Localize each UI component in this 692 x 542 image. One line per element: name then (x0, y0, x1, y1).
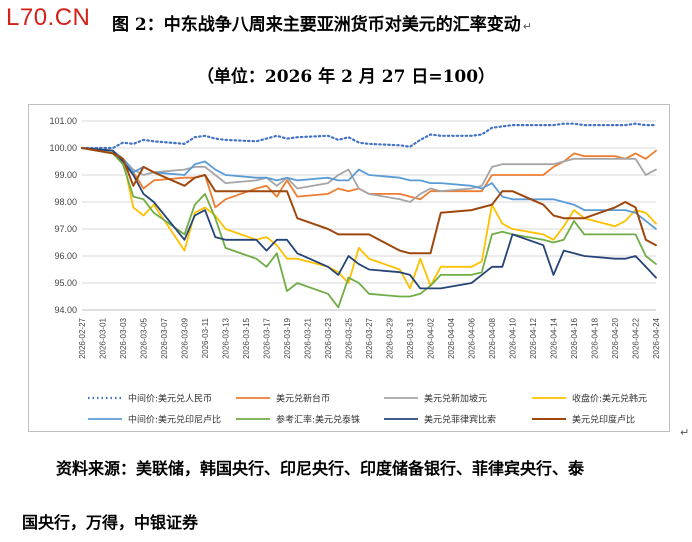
x-tick-label: 2026-03-01 (99, 317, 108, 358)
x-tick-label: 2026-03-09 (181, 317, 190, 358)
legend-label: 美元兑新加坡元 (424, 393, 487, 405)
legend-label: 中间价:美元兑人民币 (128, 393, 212, 405)
x-tick-label: 2026-03-21 (304, 317, 313, 358)
y-tick-label: 96.00 (54, 251, 77, 261)
x-tick-label: 2026-03-05 (140, 317, 149, 358)
chart-border (28, 104, 670, 432)
x-tick-label: 2026-04-12 (529, 317, 538, 358)
x-tick-label: 2026-03-07 (160, 317, 169, 358)
x-tick-label: 2026-03-03 (119, 317, 128, 358)
legend-label: 美元兑菲律宾比索 (424, 414, 496, 426)
y-tick-label: 97.00 (54, 224, 77, 234)
y-axis: 94.00 95.00 96.00 97.00 98.00 99.00 100.00 101.… (49, 116, 77, 315)
fx-line-chart: 94.00 95.00 96.00 97.00 98.00 99.00 100.00 101.… (28, 104, 670, 432)
x-tick-label: 2026-04-14 (550, 317, 559, 358)
x-tick-label: 2026-03-13 (222, 317, 231, 358)
legend-label: 中间价:美元兑印尼卢比 (128, 414, 221, 426)
figure-subtitle: （单位：2026 年 2 月 27 日=100） (196, 67, 496, 87)
y-tick-label: 95.00 (54, 278, 77, 288)
x-tick-label: 2026-04-10 (509, 317, 518, 358)
x-tick-label: 2026-04-08 (488, 317, 497, 358)
site-logo: L70.CN (6, 4, 91, 31)
series-line (81, 147, 657, 309)
x-tick-label: 2026-03-25 (345, 317, 354, 358)
x-tick-label: 2026-04-24 (652, 317, 661, 358)
x-tick-label: 2026-03-17 (263, 317, 272, 358)
y-tick-label: 98.00 (54, 197, 77, 207)
x-axis: 2026-02-27 2026-03-01 2026-03-03 2026-03-05… (78, 309, 661, 359)
legend-label: 收盘价:美元兑韩元 (572, 393, 647, 405)
legend: 中间价:美元兑人民币 美元兑新台币 美元兑新加坡元 收盘价:美元兑韩元中间价:美元兑印… (88, 393, 647, 426)
x-tick-label: 2026-04-22 (632, 317, 641, 358)
x-tick-label: 2026-03-31 (406, 317, 415, 358)
source-line-1: 资料来源：美联储，韩国央行、印尼央行、印度储备银行、菲律宾央行、泰 (56, 459, 585, 478)
x-tick-label: 2026-03-11 (201, 317, 210, 358)
figure-title: 图 2：中东战争八周来主要亚洲货币对美元的汇率变动 ↵ (112, 10, 532, 35)
x-tick-label: 2026-04-02 (427, 317, 436, 358)
legend-label: 参考汇率:美元兑泰铢 (276, 414, 360, 426)
paragraph-mark-icon: ↵ (522, 20, 532, 33)
x-tick-label: 2026-03-29 (386, 317, 395, 358)
legend-label: 美元兑印度卢比 (572, 414, 635, 426)
x-tick-label: 2026-02-27 (78, 317, 87, 358)
series-lines (80, 122, 658, 309)
y-tick-label: 100.00 (49, 143, 77, 153)
x-tick-label: 2026-04-20 (611, 317, 620, 358)
x-tick-label: 2026-04-06 (468, 317, 477, 358)
series-line (81, 147, 657, 255)
y-tick-label: 101.00 (49, 116, 77, 126)
paragraph-mark-icon: ↵ (680, 426, 690, 439)
series-line (80, 122, 658, 150)
x-tick-label: 2026-04-18 (591, 317, 600, 358)
series-line (81, 147, 657, 290)
figure-title-text: 图 2：中东战争八周来主要亚洲货币对美元的汇率变动 (112, 15, 521, 35)
x-tick-label: 2026-03-19 (283, 317, 292, 358)
x-tick-label: 2026-03-15 (242, 317, 251, 358)
source-line-2: 国央行，万得，中银证券 (22, 513, 199, 532)
y-tick-label: 94.00 (54, 305, 77, 315)
x-tick-label: 2026-04-04 (447, 317, 456, 358)
legend-label: 美元兑新台币 (276, 393, 330, 405)
y-tick-label: 99.00 (54, 170, 77, 180)
x-tick-label: 2026-03-23 (324, 317, 333, 358)
x-tick-label: 2026-04-16 (570, 317, 579, 358)
x-tick-label: 2026-03-27 (365, 317, 374, 358)
series-line (81, 147, 657, 230)
